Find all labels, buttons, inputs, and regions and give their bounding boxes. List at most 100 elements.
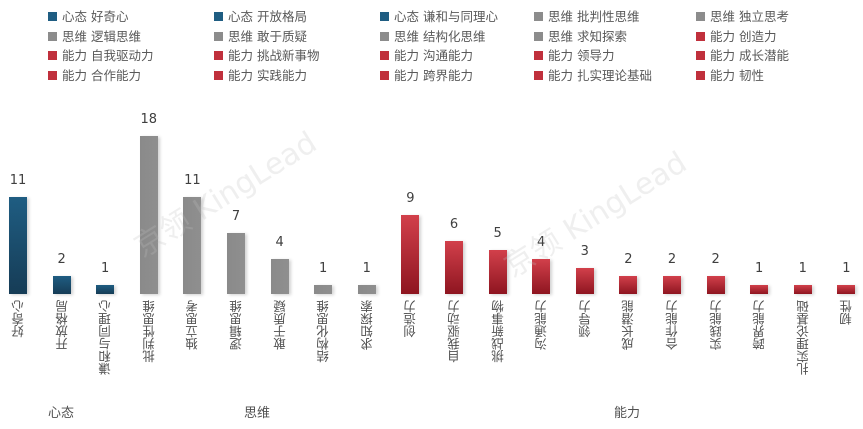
data-label: 1 xyxy=(101,261,110,277)
legend-item: 思维 结构化思维 xyxy=(380,28,485,46)
legend-label: 能力 扎实理论基础 xyxy=(548,67,652,83)
x-axis-tick-label: 成长潜能 xyxy=(621,300,637,350)
bar xyxy=(314,285,333,294)
legend-swatch-icon xyxy=(696,31,705,41)
data-label: 11 xyxy=(184,173,201,189)
legend-label: 能力 合作能力 xyxy=(62,67,141,83)
legend-item: 能力 扎实理论基础 xyxy=(534,67,652,85)
data-label: 4 xyxy=(275,234,284,250)
data-label: 4 xyxy=(537,234,546,250)
legend-item: 心态 好奇心 xyxy=(48,8,128,26)
group-label-ability: 能力 xyxy=(614,406,641,421)
legend-swatch-icon xyxy=(534,70,543,80)
legend-label: 心态 开放格局 xyxy=(228,9,307,24)
legend-label: 思维 求知探索 xyxy=(548,28,627,44)
x-axis-tick-label: 自我驱动力 xyxy=(447,300,462,363)
bar xyxy=(793,285,812,294)
legend-swatch-icon xyxy=(534,12,543,21)
legend-label: 能力 自我驱动力 xyxy=(62,48,154,63)
x-axis-tick-label: 扎实理论基础 xyxy=(795,300,811,375)
x-axis-tick-label: 创造力 xyxy=(403,300,419,338)
legend-swatch-icon xyxy=(48,70,57,80)
bar xyxy=(532,258,551,294)
x-axis-tick-label: 批判性思维 xyxy=(141,300,157,363)
data-label: 2 xyxy=(667,252,677,268)
legend-swatch-icon xyxy=(380,12,389,21)
x-axis-tick-label: 合作能力 xyxy=(665,300,680,350)
legend-swatch-icon xyxy=(696,12,705,21)
legend-item: 思维 敢于质疑 xyxy=(214,28,307,46)
data-label: 7 xyxy=(231,208,241,224)
legend-item: 能力 跨界能力 xyxy=(380,67,473,85)
legend-swatch-icon xyxy=(380,51,389,60)
data-label: 2 xyxy=(57,252,66,268)
data-label: 1 xyxy=(842,261,851,277)
data-label: 11 xyxy=(9,173,27,189)
legend-label: 思维 独立思考 xyxy=(710,9,789,24)
legend-item: 能力 韧性 xyxy=(696,67,764,85)
x-axis-tick-label: 结构化思维 xyxy=(316,300,332,363)
x-axis-tick-label: 独立思考 xyxy=(185,300,201,350)
bar xyxy=(706,276,725,294)
bar xyxy=(488,250,507,294)
x-axis-tick-label: 好奇心 xyxy=(11,300,26,338)
bar xyxy=(750,285,769,294)
legend-label: 心态 谦和与同理心 xyxy=(394,9,498,24)
legend-item: 能力 自我驱动力 xyxy=(48,47,153,65)
x-axis-tick-label: 求知探索 xyxy=(359,300,375,350)
legend-item: 能力 实践能力 xyxy=(214,67,307,85)
legend-label: 能力 领导力 xyxy=(548,48,615,63)
legend-label: 能力 挑战新事物 xyxy=(228,48,320,63)
legend-swatch-icon xyxy=(214,70,223,80)
bar xyxy=(663,276,681,294)
x-axis-tick-label: 实践能力 xyxy=(708,300,724,350)
x-axis-tick-label: 领导力 xyxy=(577,300,593,338)
x-axis-tick-label: 谦和与同理心 xyxy=(98,300,114,375)
legend-item: 能力 合作能力 xyxy=(48,67,141,85)
x-axis-tick-label: 逻辑思维 xyxy=(229,300,244,350)
legend-swatch-icon xyxy=(214,12,223,21)
legend-swatch-icon xyxy=(214,31,223,41)
legend-swatch-icon xyxy=(48,51,57,60)
legend-label: 能力 跨界能力 xyxy=(394,67,473,83)
legend-item: 思维 独立思考 xyxy=(696,8,789,26)
bar xyxy=(96,285,115,294)
legend-swatch-icon xyxy=(48,12,57,21)
legend-item: 思维 求知探索 xyxy=(534,28,627,46)
legend-label: 能力 成长潜能 xyxy=(710,48,789,63)
legend-swatch-icon xyxy=(214,51,223,60)
legend-swatch-icon xyxy=(380,31,389,41)
x-axis-tick-label: 韧性 xyxy=(839,300,855,325)
legend-swatch-icon xyxy=(534,51,543,60)
data-label: 1 xyxy=(319,261,328,277)
legend-label: 思维 逻辑思维 xyxy=(62,28,141,44)
legend-swatch-icon xyxy=(48,31,57,41)
bar xyxy=(837,285,856,294)
x-axis-tick-label: 敢于质疑 xyxy=(272,300,288,350)
group-label-think: 思维 xyxy=(244,406,271,421)
x-axis-tick-label: 开放格局 xyxy=(54,300,70,350)
bar xyxy=(270,258,289,294)
bar xyxy=(445,241,463,294)
x-axis-tick-label: 跨界能力 xyxy=(752,300,768,350)
bar xyxy=(401,214,420,294)
legend-label: 能力 沟通能力 xyxy=(394,48,473,63)
legend-label: 思维 敢于质疑 xyxy=(228,28,307,44)
legend-item: 能力 挑战新事物 xyxy=(214,47,319,65)
legend-swatch-icon xyxy=(534,31,543,41)
bar xyxy=(227,232,245,294)
legend-item: 心态 谦和与同理心 xyxy=(380,8,498,26)
legend-item: 心态 开放格局 xyxy=(214,8,307,26)
x-axis-tick-label: 挑战新事物 xyxy=(490,300,506,363)
data-label: 1 xyxy=(798,261,807,277)
bar xyxy=(357,285,376,294)
legend-label: 心态 好奇心 xyxy=(62,9,129,24)
data-label: 2 xyxy=(624,252,633,268)
bar xyxy=(9,197,27,294)
legend-item: 思维 逻辑思维 xyxy=(48,28,141,46)
legend-item: 思维 批判性思维 xyxy=(534,8,639,26)
legend-label: 能力 实践能力 xyxy=(228,67,307,83)
data-label: 2 xyxy=(711,252,720,268)
legend-label: 思维 结构化思维 xyxy=(394,28,486,44)
